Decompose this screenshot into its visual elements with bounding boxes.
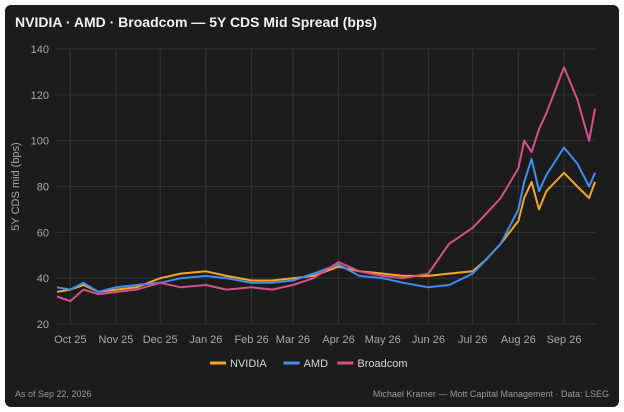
legend-label-nvidia: NVIDIA (230, 358, 267, 370)
y-tick-label: 120 (31, 90, 49, 102)
line-chart: 20 40 60 80 100 120 140 Oct 25 Nov 25 Dec 25 Jan … (10, 44, 596, 370)
legend: NVIDIA AMD Broadcom (210, 358, 408, 370)
x-tick-label: Oct 25 (54, 334, 86, 346)
y-tick-labels: 20 40 60 80 100 120 140 (31, 44, 49, 331)
x-tick-label: Mar 26 (276, 334, 310, 346)
x-tick-label: Jul 26 (458, 334, 487, 346)
y-tick-label: 140 (31, 44, 49, 56)
grid-lines (57, 48, 595, 325)
x-tick-label: Sep 26 (547, 334, 582, 346)
y-axis-label: 5Y CDS mid (bps) (10, 142, 22, 230)
series-line-nvidia (56, 171, 596, 293)
legend-label-amd: AMD (304, 358, 329, 370)
legend-label-broadcom: Broadcom (357, 358, 407, 370)
x-tick-labels: Oct 25 Nov 25 Dec 25 Jan 26 Feb 26 Mar 26 Apr … (54, 334, 581, 346)
y-tick-label: 60 (37, 227, 49, 239)
series-line-amd (56, 146, 596, 293)
x-tick-label: Dec 25 (143, 334, 178, 346)
y-tick-label: 40 (37, 273, 49, 285)
chart-card: NVIDIA · AMD · Broadcom — 5Y CDS Mid Spr… (5, 5, 619, 407)
x-tick-label: Aug 26 (501, 334, 536, 346)
x-tick-label: Jan 26 (189, 334, 222, 346)
x-tick-label: May 26 (365, 334, 401, 346)
as-of-date: As of Sep 22, 2026 (15, 389, 92, 399)
series-line-broadcom (56, 66, 596, 303)
chart-title: NVIDIA · AMD · Broadcom — 5Y CDS Mid Spr… (15, 14, 377, 30)
y-tick-label: 20 (37, 319, 49, 331)
y-tick-label: 100 (31, 136, 49, 148)
x-tick-label: Nov 25 (99, 334, 134, 346)
series-lines (56, 66, 596, 303)
x-tick-label: Feb 26 (234, 334, 268, 346)
y-tick-label: 80 (37, 182, 49, 194)
x-tick-label: Jun 26 (412, 334, 445, 346)
x-tick-label: Apr 26 (322, 334, 354, 346)
source-credit: Michael Kramer — Mott Capital Management… (372, 389, 609, 399)
